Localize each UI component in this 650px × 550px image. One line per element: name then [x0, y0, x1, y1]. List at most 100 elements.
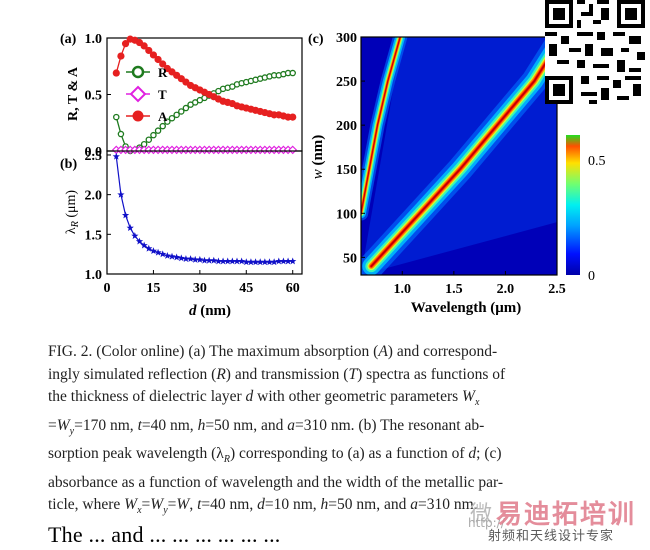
series-r-point	[289, 69, 296, 77]
panel-b-ytick-label: 1.0	[85, 268, 103, 283]
panel-b-xtick-label: 45	[239, 281, 253, 296]
caption-line: FIG. 2. (Color online) (a) The maximum a…	[48, 343, 498, 360]
series-lambda-point	[219, 257, 227, 265]
panel-c-y-ticks: 50 100 150 200 250 300	[336, 31, 365, 266]
panel-c-ytick-label: 300	[336, 31, 357, 46]
panel-c-xtick-label: 2.0	[497, 282, 515, 297]
caption-line: =Wy=170 nm, t=40 nm, h=50 nm, and a=310 …	[48, 416, 485, 437]
series-lambda-point	[163, 251, 171, 259]
caption-line: ticle, where Wx=Wy=W, t=40 nm, d=10 nm, …	[48, 496, 478, 517]
series-a-point	[145, 46, 153, 55]
panel-b-xtick-label: 60	[286, 281, 300, 296]
series-a-point	[121, 40, 130, 48]
series-a-point	[149, 51, 158, 59]
series-lambda-point	[247, 258, 255, 266]
colorbar-tick-low: 0	[588, 269, 595, 284]
series-lambda-point	[200, 256, 209, 264]
series-lambda-point	[205, 256, 213, 264]
series-r-point	[182, 104, 190, 112]
legend-r-label: R	[158, 65, 168, 80]
series-r-point	[154, 127, 162, 134]
panel-b-xlabel: d (nm)	[189, 303, 231, 319]
colorbar-tick-high: 0.5	[588, 154, 606, 169]
legend-a-label: A	[158, 109, 168, 124]
heatmap-ridge-band	[361, 37, 401, 214]
panel-b-series	[112, 152, 297, 266]
series-a-point	[289, 113, 297, 121]
series-a-point	[159, 60, 167, 68]
panel-c-xtick-label: 2.5	[548, 282, 566, 297]
panel-c-ytick-label: 150	[336, 163, 357, 178]
series-lambda-point	[117, 190, 125, 198]
series-lambda-point	[126, 224, 134, 232]
series-lambda-point	[159, 250, 167, 258]
panel-a-ytick-label: 0.0	[85, 145, 103, 160]
watermark-main: 易迪拓培训	[496, 500, 637, 530]
heatmap-ridge-band	[370, 43, 557, 267]
panel-c-ytick-label: 250	[336, 75, 357, 90]
series-lambda-point	[228, 257, 236, 265]
panel-c-ylabel: w (nm)	[310, 135, 326, 180]
caption-line: sorption peak wavelength (λR) correspond…	[48, 445, 502, 466]
qr-code	[545, 0, 645, 104]
figure-caption: FIG. 2. (Color online) (a) The maximum a…	[48, 341, 616, 523]
caption-line: the thickness of dielectric layer d with…	[48, 388, 480, 409]
series-lambda-point	[112, 152, 120, 160]
panel-c-x-ticks: 1.0 1.5 2.0 2.5	[394, 271, 566, 297]
watermark: 微 http:// 易迪拓培训 射频和天线设计专家	[468, 494, 648, 550]
series-lambda-point	[289, 257, 297, 265]
series-lambda-point	[210, 256, 218, 264]
heatmap	[361, 37, 557, 275]
series-r-point	[164, 118, 171, 125]
series-lambda-point	[131, 232, 139, 239]
panel-b-y-ticks: 1.0 1.5 2.0 2.5	[85, 149, 111, 283]
panel-b-xtick-label: 0	[104, 281, 111, 296]
series-lambda-point	[196, 255, 204, 263]
series-lambda-point	[251, 258, 260, 266]
series-r-point	[168, 114, 176, 122]
series-lambda-point	[261, 258, 269, 266]
body-text: The ... and ... ... ... ... ... ...	[48, 522, 281, 547]
panel-c-label: (c)	[308, 32, 324, 47]
watermark-sub: 射频和天线设计专家	[488, 529, 615, 544]
legend-t-label: T	[158, 87, 167, 102]
colorbar	[566, 135, 580, 275]
panel-a-ytick-label: 0.5	[85, 89, 103, 104]
panel-c-ytick-label: 100	[336, 207, 357, 222]
series-r-point	[178, 108, 185, 115]
series-lambda-point	[284, 257, 292, 265]
series-a-point	[140, 42, 148, 50]
panel-b-x-ticks: 0 15 30 45 60	[104, 270, 300, 296]
series-lambda-point	[214, 257, 223, 265]
watermark-url: http://	[468, 516, 505, 530]
series-r-point	[113, 113, 120, 121]
series-lambda-point	[279, 257, 288, 265]
series-r-point	[159, 122, 166, 130]
panel-c-ytick-label: 200	[336, 119, 357, 134]
series-lambda-point	[275, 257, 283, 265]
panel-c-frame	[360, 36, 558, 276]
legend-t-marker	[129, 85, 147, 103]
panel-a-legend: R T A	[126, 65, 168, 124]
series-lambda-point	[238, 257, 246, 265]
series-r-point	[150, 131, 157, 139]
legend-a-marker	[132, 110, 144, 122]
panel-a-ylabel: R, T & A	[66, 66, 81, 121]
series-r-point	[117, 130, 125, 138]
caption-line: ingly simulated reflection (R) and trans…	[48, 365, 506, 383]
panel-b-ytick-label: 2.5	[85, 149, 103, 164]
figure-2: (a) 0.0 0.5 1.0 R, T & A R T A (b) 1.0 1.5 2…	[60, 31, 606, 319]
series-a-point	[154, 55, 162, 64]
caption-line: absorbance as a function of wavelength a…	[48, 473, 504, 491]
series-lambda-point	[270, 258, 278, 266]
panel-b-ylabel: λR (μm)	[64, 190, 81, 234]
panel-b-xtick-label: 30	[193, 281, 207, 296]
panel-c-ytick-label: 50	[343, 251, 357, 266]
series-lambda-point	[145, 244, 153, 252]
panel-b-xtick-label: 15	[146, 281, 160, 296]
series-lambda-point	[140, 241, 148, 249]
series-lambda-point	[154, 248, 162, 256]
panel-b-ytick-label: 2.0	[85, 189, 103, 204]
series-lambda-point	[182, 255, 190, 262]
panel-b-ytick-label: 1.5	[85, 228, 103, 243]
